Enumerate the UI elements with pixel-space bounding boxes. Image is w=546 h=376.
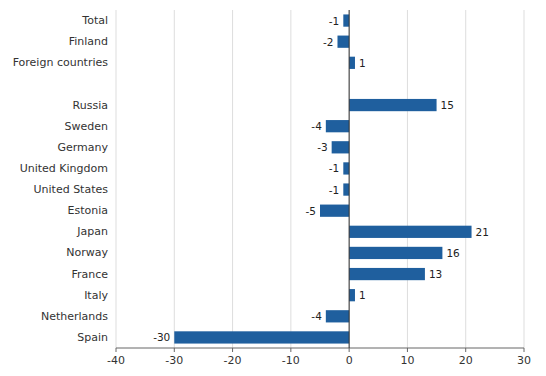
tick-mark — [174, 348, 175, 352]
category-label: United States — [34, 183, 109, 196]
data-label: 16 — [446, 247, 460, 259]
category-label: Italy — [84, 289, 108, 302]
tick-label: -40 — [107, 354, 125, 367]
category-label: Foreign countries — [13, 56, 109, 69]
data-label: -4 — [311, 310, 322, 322]
chart-container: -40 -30 -20 -10 0 10 20 30 Total Finland Foreign c… — [0, 0, 546, 376]
grid-line — [232, 10, 233, 348]
data-label: -2 — [323, 36, 333, 48]
data-label: -5 — [306, 205, 316, 217]
tick-label: -10 — [282, 354, 300, 367]
data-label: 1 — [359, 289, 366, 301]
tick-mark — [465, 348, 466, 352]
bar — [174, 331, 349, 343]
tick-mark — [349, 348, 350, 352]
category-label: Norway — [66, 246, 108, 259]
bar — [320, 205, 349, 217]
tick-mark — [290, 348, 291, 352]
category-label: United Kingdom — [20, 162, 108, 175]
data-labels: -1-2115-4-3-1-1-52116131-4-30 — [153, 15, 489, 344]
data-label: 15 — [441, 99, 454, 111]
grid-line — [174, 10, 175, 348]
data-label: 21 — [476, 226, 489, 238]
tick-mark — [524, 348, 525, 352]
category-label: France — [71, 268, 108, 281]
tick-label: 20 — [459, 354, 473, 367]
grid-line — [524, 10, 525, 348]
category-label: Sweden — [65, 120, 108, 133]
chart-svg: -40 -30 -20 -10 0 10 20 30 Total Finland Foreign c… — [0, 0, 546, 376]
data-label: -30 — [153, 331, 170, 343]
data-label: 13 — [429, 268, 442, 280]
grid-line — [116, 10, 117, 348]
bar — [349, 289, 355, 301]
bar — [349, 247, 442, 259]
bars — [174, 14, 471, 343]
bar — [349, 57, 355, 69]
page: {"chart_data": {"type": "bar", "orientat… — [0, 0, 546, 376]
data-label: -1 — [329, 162, 339, 174]
category-label: Spain — [77, 331, 108, 344]
tick-label: 10 — [400, 354, 414, 367]
bar — [326, 310, 349, 322]
x-axis-line — [116, 348, 524, 349]
category-label: Finland — [69, 35, 108, 48]
data-label: -4 — [311, 120, 322, 132]
grid-line — [465, 10, 466, 348]
x-axis: -40 -30 -20 -10 0 10 20 30 — [107, 348, 531, 367]
data-label: -3 — [317, 141, 327, 153]
tick-label: 30 — [517, 354, 531, 367]
bar — [343, 183, 349, 195]
category-label: Japan — [76, 225, 108, 238]
tick-mark — [407, 348, 408, 352]
data-label: -1 — [329, 15, 339, 27]
bar — [326, 120, 349, 132]
grid-line — [349, 10, 350, 348]
bar — [343, 162, 349, 174]
category-label: Germany — [57, 141, 108, 154]
zero-line — [349, 10, 350, 348]
tick-label: -30 — [165, 354, 183, 367]
data-label: 1 — [359, 57, 366, 69]
bar — [343, 14, 349, 26]
tick-mark — [116, 348, 117, 352]
bar — [349, 268, 425, 280]
bar — [332, 141, 349, 153]
grid — [116, 10, 524, 348]
grid-line — [290, 10, 291, 348]
category-label: Total — [81, 14, 108, 27]
bar — [349, 226, 471, 238]
bar — [337, 36, 349, 48]
category-label: Netherlands — [41, 310, 108, 323]
category-label: Estonia — [68, 204, 109, 217]
bar — [349, 99, 436, 111]
data-label: -1 — [329, 184, 339, 196]
category-label: Russia — [73, 99, 108, 112]
grid-line — [407, 10, 408, 348]
tick-label: 0 — [346, 354, 353, 367]
y-axis: Total Finland Foreign countries Russia Swede… — [13, 14, 109, 344]
tick-mark — [232, 348, 233, 352]
tick-label: -20 — [224, 354, 242, 367]
